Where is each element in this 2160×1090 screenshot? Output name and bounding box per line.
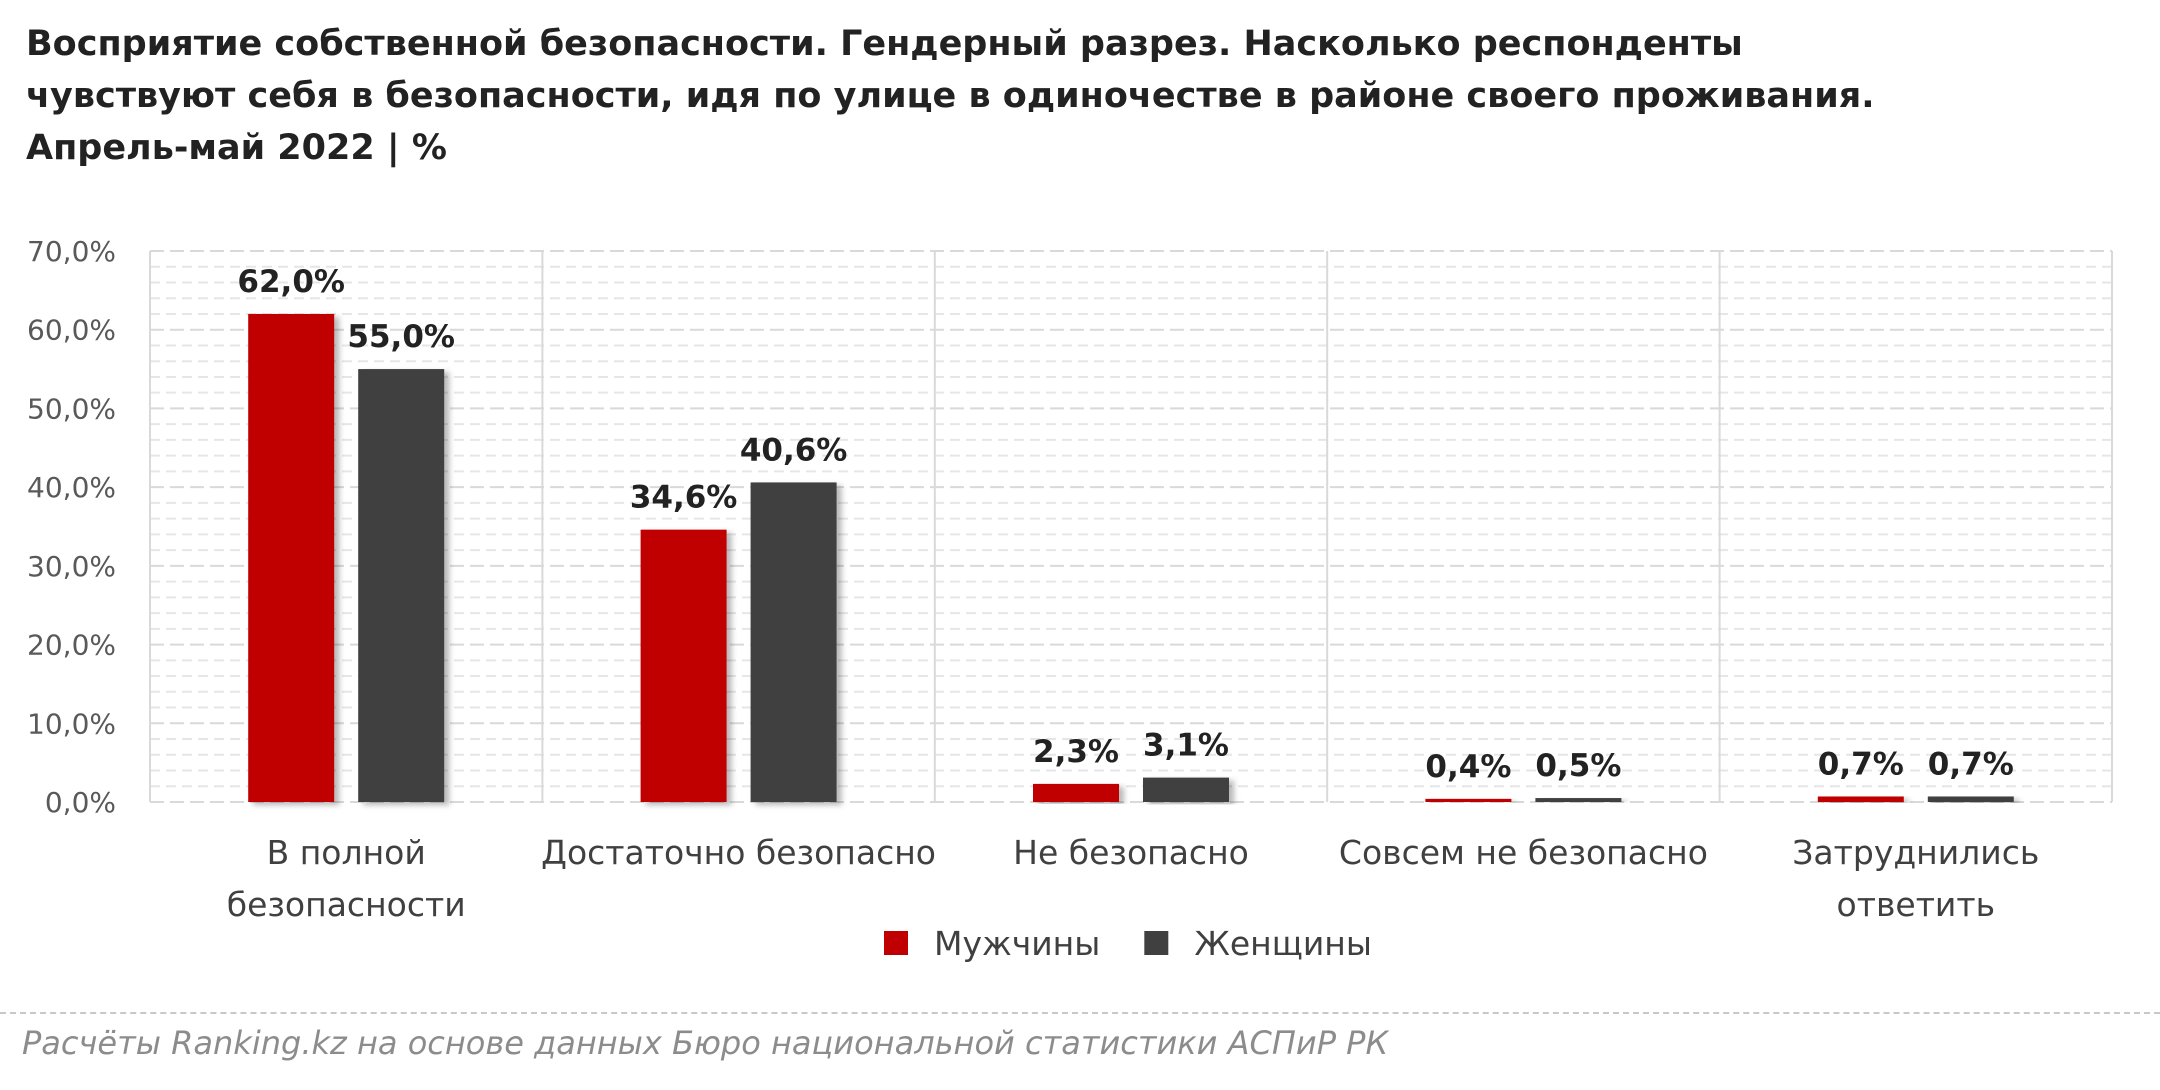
y-tick-label: 30,0% xyxy=(27,550,116,583)
category-label: Совсем не безопасно xyxy=(1339,833,1708,872)
category-separators xyxy=(149,251,2113,802)
bar-men xyxy=(1817,796,1904,802)
footer-divider xyxy=(0,1012,2160,1014)
y-tick-label: 10,0% xyxy=(27,707,116,740)
y-tick-label: 70,0% xyxy=(27,235,116,268)
data-label: 0,5% xyxy=(1535,748,1621,784)
category-label: В полной xyxy=(267,833,426,872)
data-label: 0,7% xyxy=(1818,746,1904,782)
bar-men xyxy=(640,529,727,802)
x-axis: В полной безопасности Достаточно безопасно… xyxy=(227,833,2040,924)
bar-women xyxy=(750,482,837,802)
category-label: Не безопасно xyxy=(1013,833,1249,872)
title-line-1: Восприятие собственной безопасности. Ген… xyxy=(26,24,1743,64)
category-label: Затруднились xyxy=(1792,833,2039,872)
legend-swatch xyxy=(1144,931,1169,955)
data-label: 0,4% xyxy=(1425,749,1511,785)
category-label: ответить xyxy=(1837,885,1996,924)
y-tick-label: 20,0% xyxy=(27,629,116,662)
source-note: Расчёты Ranking.kz на основе данных Бюро… xyxy=(22,1024,1389,1062)
legend-swatch xyxy=(884,931,908,955)
bar-men xyxy=(1425,798,1512,802)
bar-women xyxy=(1927,796,2014,802)
data-label: 34,6% xyxy=(630,480,738,516)
y-tick-label: 50,0% xyxy=(27,392,116,425)
bar-women xyxy=(358,369,445,802)
bar-women xyxy=(1143,777,1229,802)
chart-title: Восприятие собственной безопасности. Ген… xyxy=(26,18,2126,174)
y-axis: 0,0% 10,0% 20,0% 30,0% 40,0% 50,0% 60,0% 70,0% xyxy=(27,235,116,819)
legend-label: Мужчины xyxy=(934,924,1100,963)
y-tick-label: 40,0% xyxy=(27,471,116,504)
data-label: 3,1% xyxy=(1143,728,1229,764)
data-label: 62,0% xyxy=(237,264,345,300)
legend-label: Женщины xyxy=(1194,924,1372,963)
legend: Мужчины Женщины xyxy=(884,924,1372,963)
data-label: 2,3% xyxy=(1033,734,1119,770)
data-label: 40,6% xyxy=(740,432,848,468)
bar-chart: 0,0%10,0%20,0%30,0%40,0%50,0%60,0%70,0% … xyxy=(27,235,2113,963)
data-label: 0,7% xyxy=(1928,746,2014,782)
title-line-3: Апрель-май 2022 | % xyxy=(26,128,447,168)
category-label: Достаточно безопасно xyxy=(541,833,936,872)
gridlines xyxy=(150,250,2112,803)
bars xyxy=(248,313,2014,802)
category-label: безопасности xyxy=(227,885,466,924)
title-line-2: чувствуют себя в безопасности, идя по ул… xyxy=(26,76,1875,116)
y-tick-label: 60,0% xyxy=(27,314,116,347)
data-label: 55,0% xyxy=(347,319,455,355)
bar-men xyxy=(248,313,335,802)
data-labels: 62,0% 34,6% 2,3% 0,4% 0,7% 55,0% 40,6% 3,1% 0,5%… xyxy=(237,264,2013,785)
y-tick-label: 0,0% xyxy=(45,786,116,819)
bar-men xyxy=(1033,783,1119,802)
bar-women xyxy=(1535,798,1622,802)
